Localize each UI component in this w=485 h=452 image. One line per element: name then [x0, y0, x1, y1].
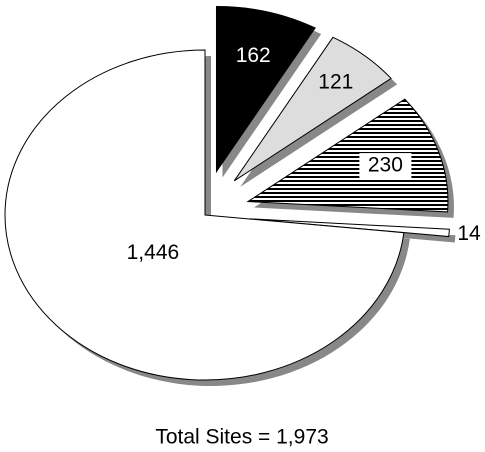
data-label: 162: [236, 44, 271, 67]
data-label: 14: [457, 222, 481, 245]
data-label: 230: [368, 154, 403, 177]
data-label: 1,446: [127, 241, 180, 264]
chart-title: Total Sites = 1,973: [155, 426, 328, 449]
labels: 162 121 230 14 1,446: [127, 44, 481, 264]
slice: [4, 49, 405, 381]
label-bg: [359, 153, 412, 180]
slices: [4, 5, 450, 381]
slice: [215, 5, 316, 174]
slice: [246, 98, 449, 213]
data-label: 121: [318, 71, 353, 94]
slice: [233, 36, 392, 182]
